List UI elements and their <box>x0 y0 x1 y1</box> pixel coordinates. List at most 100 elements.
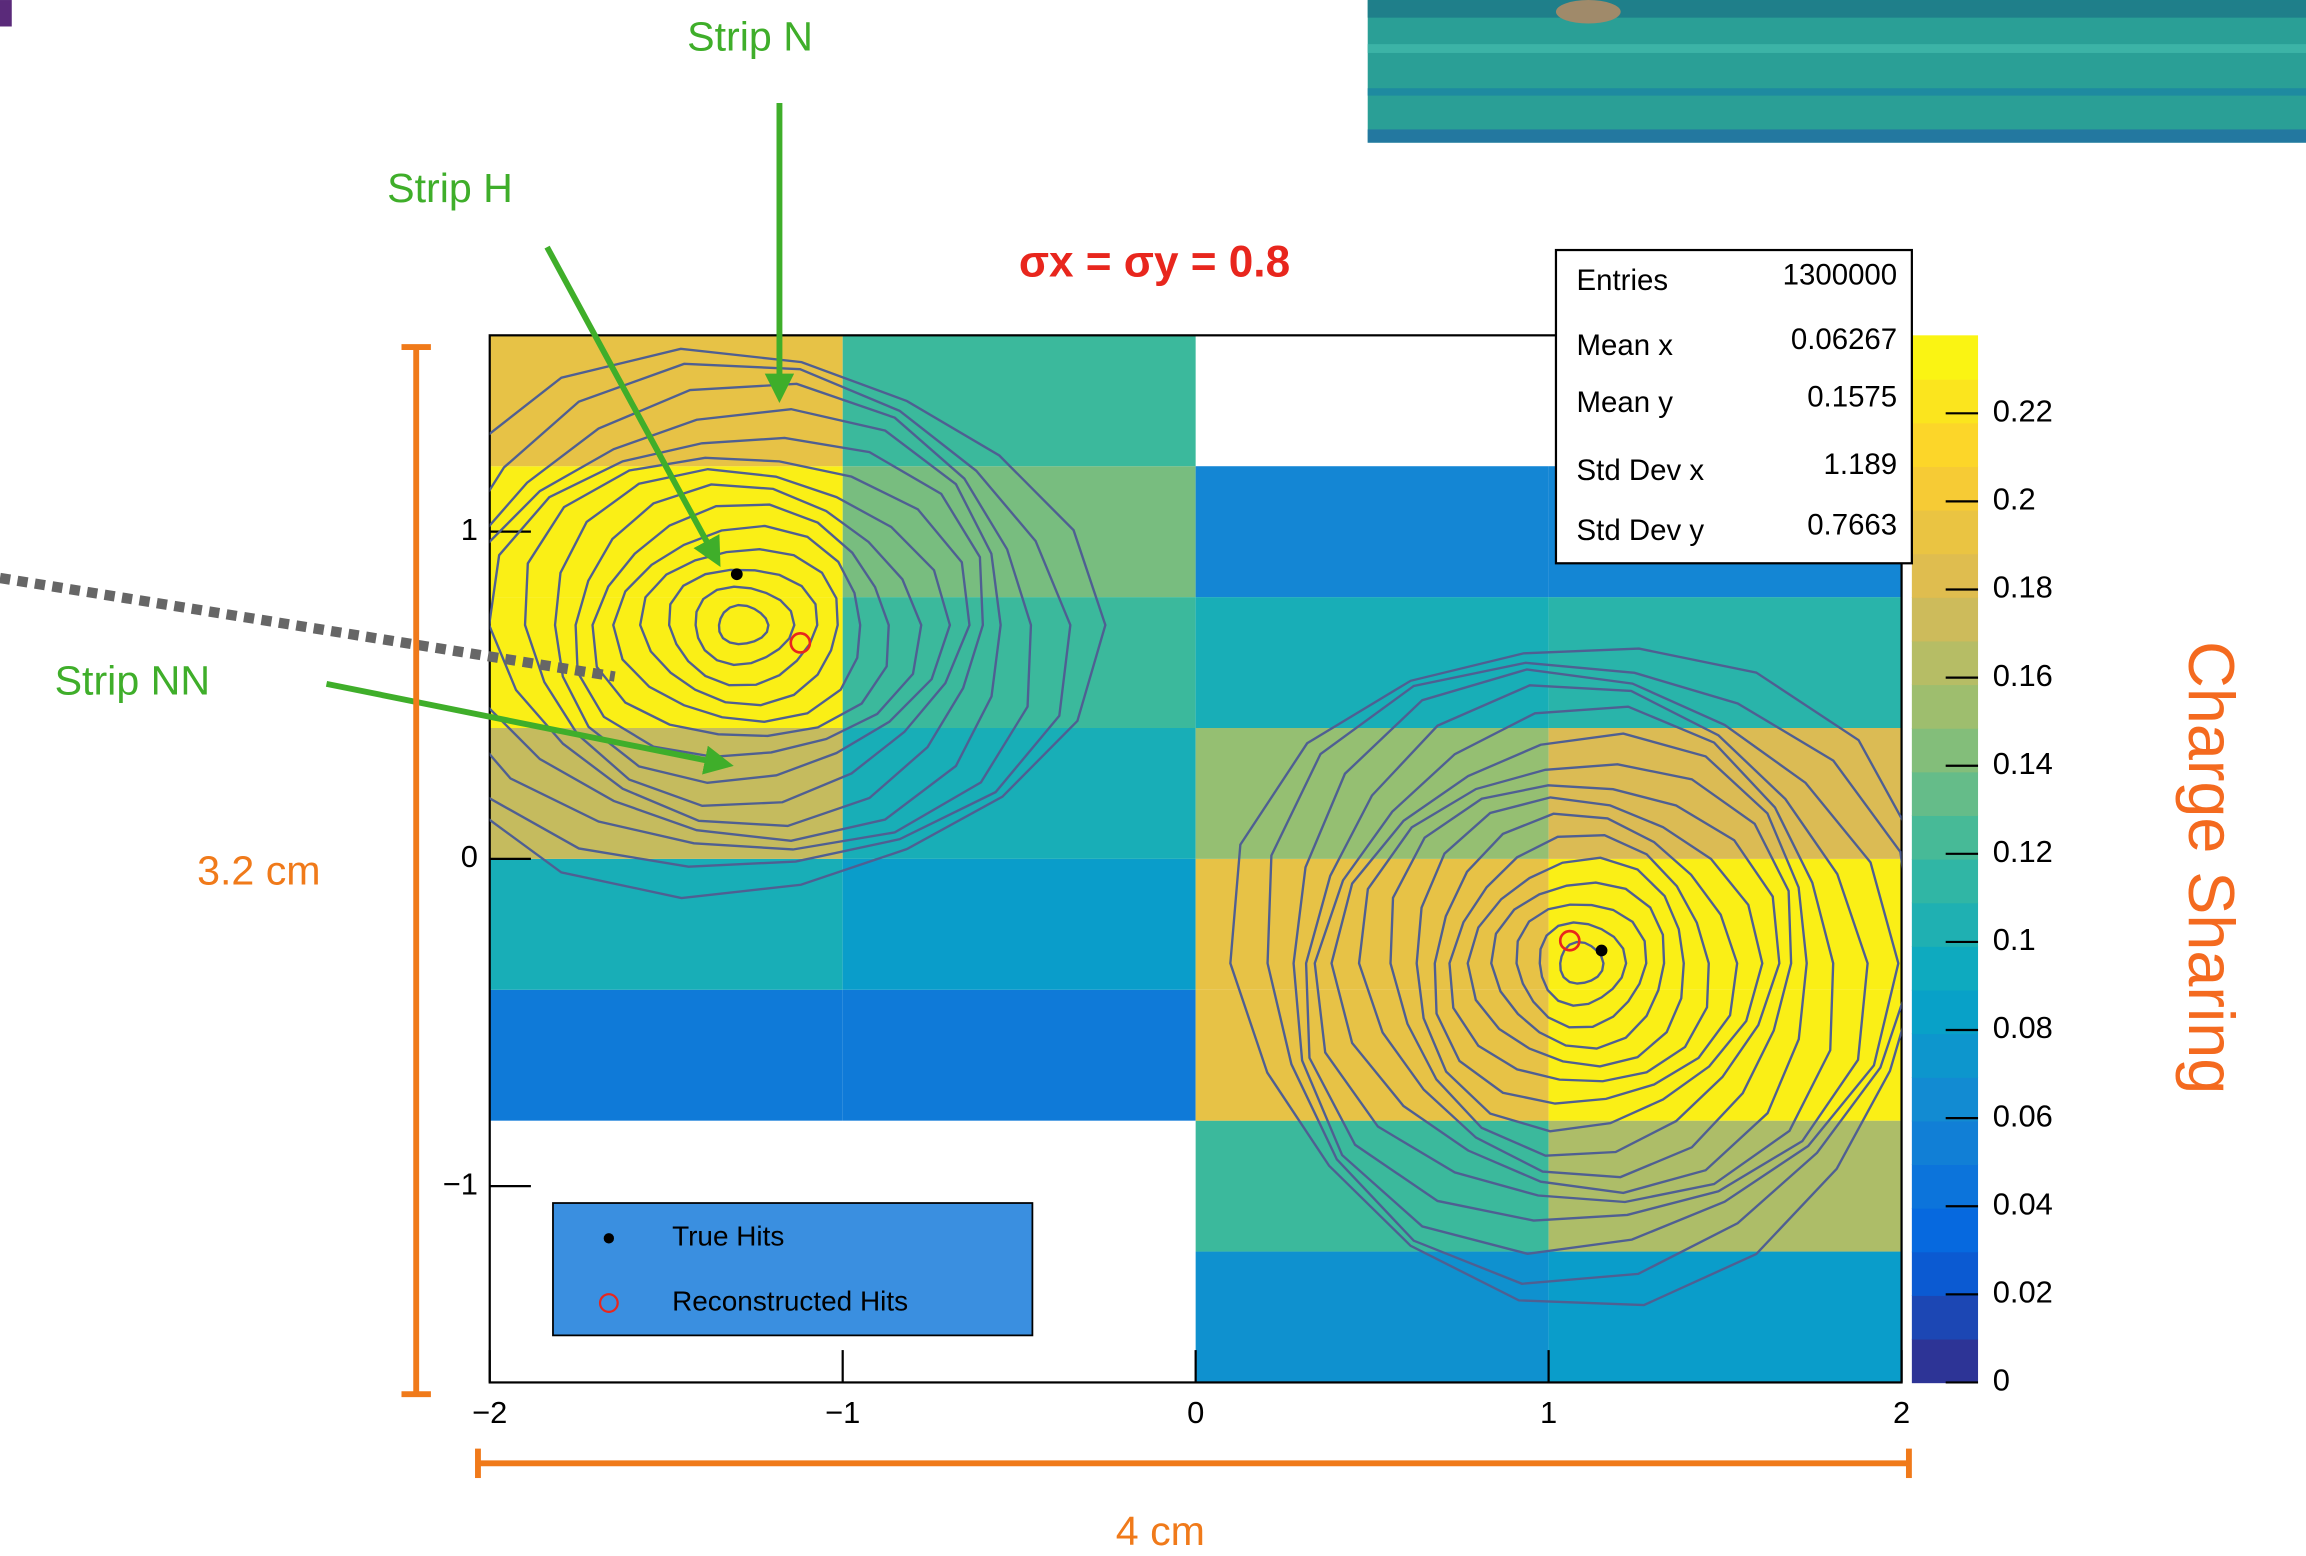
colorbar-tick-label: 0.16 <box>1993 658 2053 693</box>
colorbar-band <box>1911 597 1979 642</box>
contour-line <box>612 524 862 724</box>
contour-line <box>1559 940 1605 985</box>
colorbar-band <box>1911 1295 1979 1340</box>
contour-line <box>1229 647 1902 1307</box>
heatmap-cell <box>489 858 843 990</box>
colorbar-tick-label: 0 <box>1993 1363 2010 1398</box>
annotation: Strip H <box>387 165 513 211</box>
y-tick-label: 1 <box>461 512 478 547</box>
heatmap-cell <box>1195 1251 1549 1383</box>
x-tick-label: 1 <box>1540 1395 1557 1430</box>
contour-line <box>1313 705 1835 1204</box>
annotation: 3.2 cm <box>197 847 321 893</box>
heatmap-cell <box>489 989 843 1121</box>
hit-marker <box>789 632 812 654</box>
contour-line <box>1538 921 1628 1007</box>
colorbar-band <box>1911 1207 1979 1253</box>
heatmap-cell <box>1195 727 1549 859</box>
heatmap-cell <box>1548 989 1902 1121</box>
colorbar-tick-label: 0.06 <box>1993 1098 2053 1133</box>
chart-title: σx = σy = 0.8 <box>1019 237 1290 286</box>
contour-line <box>1357 763 1793 1179</box>
colorbar-label: Charge Sharing <box>2175 641 2248 1094</box>
colorbar-band <box>1911 335 1979 380</box>
corner-shape <box>0 0 12 27</box>
colorbar-band <box>1911 1077 1979 1122</box>
heatmap-cell <box>842 858 1196 990</box>
contour-line <box>638 547 839 707</box>
heatmap-cell <box>1195 1120 1549 1252</box>
heatmap-cell <box>1195 858 1549 990</box>
y-tick-label: 0 <box>461 839 478 874</box>
contour-line <box>489 407 1002 842</box>
colorbar-band <box>1911 1120 1979 1166</box>
colorbar-tick-label: 0.1 <box>1993 922 2036 957</box>
stats-box <box>1554 248 1913 565</box>
contour-line <box>489 362 1072 868</box>
colorbar-band <box>1911 858 1979 904</box>
contour-line <box>574 483 923 759</box>
stats-value: 1.189 <box>1824 448 1898 481</box>
contour-line <box>1515 903 1648 1029</box>
colorbar-band <box>1911 946 1979 991</box>
contour-line <box>1292 668 1900 1255</box>
annotation: 4 cm <box>1116 1508 1205 1554</box>
contour-line <box>489 436 985 828</box>
colorbar-tick-label: 0.04 <box>1993 1186 2053 1221</box>
annotation: Strip NN <box>55 658 211 704</box>
legend-marker <box>598 1293 619 1313</box>
legend-box <box>552 1202 1034 1337</box>
colorbar-tick-label: 0.2 <box>1993 482 2036 517</box>
colorbar-tick-label: 0.22 <box>1993 393 2053 428</box>
stats-value: 1300000 <box>1783 258 1897 291</box>
hit-marker <box>1558 929 1581 952</box>
stats-label: Mean x <box>1577 329 1674 362</box>
stats-label: Std Dev x <box>1577 454 1705 487</box>
colorbar-band <box>1911 1251 1979 1296</box>
colorbar-band <box>1911 684 1979 729</box>
contour-line <box>591 503 890 738</box>
colorbar-tick-label: 0.14 <box>1993 746 2053 781</box>
heatmap-cell <box>1548 1251 1902 1383</box>
colorbar-band <box>1911 771 1979 816</box>
hit-marker <box>730 568 743 581</box>
contour-line <box>489 382 1033 851</box>
contour-line <box>1433 812 1739 1105</box>
heatmap-cell <box>842 989 1196 1121</box>
colorbar-band <box>1911 553 1979 598</box>
x-tick-label: −2 <box>472 1395 507 1430</box>
stats-value: 0.1575 <box>1807 380 1897 413</box>
contour-line <box>1266 661 1902 1285</box>
heatmap-cell <box>842 597 1196 728</box>
contour-line <box>523 456 971 807</box>
photo-fragment <box>1367 0 2306 143</box>
colorbar-band <box>1911 509 1979 555</box>
contour-line <box>1448 834 1710 1083</box>
colorbar-band <box>1911 422 1979 467</box>
contour-line <box>1304 684 1869 1222</box>
contour-line <box>553 467 952 785</box>
arrow <box>325 680 734 775</box>
contour-line <box>717 603 770 646</box>
contour-line <box>489 347 1107 900</box>
legend-label: True Hits <box>672 1221 784 1252</box>
x-tick-label: 2 <box>1893 1395 1910 1430</box>
contour-line <box>694 585 796 667</box>
contour-line <box>1466 856 1685 1068</box>
colorbar-band <box>1911 1033 1979 1078</box>
colorbar-tick-label: 0.08 <box>1993 1010 2053 1045</box>
colorbar-band <box>1911 902 1979 947</box>
overlay: True Hits Reconstructed Hits Entries 130000… <box>552 248 1913 1337</box>
colorbar-tick-label: 0.02 <box>1993 1274 2053 1309</box>
x-tick-label: 0 <box>1187 1395 1204 1430</box>
contour-line <box>1389 784 1781 1157</box>
x-tick-label: −1 <box>825 1395 860 1430</box>
colorbar-band <box>1911 815 1979 860</box>
colorbar-band <box>1911 1338 1979 1384</box>
heatmap-cell <box>1195 466 1549 598</box>
heatmap-cell <box>1548 727 1902 859</box>
annotation: Strip N <box>687 14 813 60</box>
colorbar-band <box>1911 378 1979 424</box>
